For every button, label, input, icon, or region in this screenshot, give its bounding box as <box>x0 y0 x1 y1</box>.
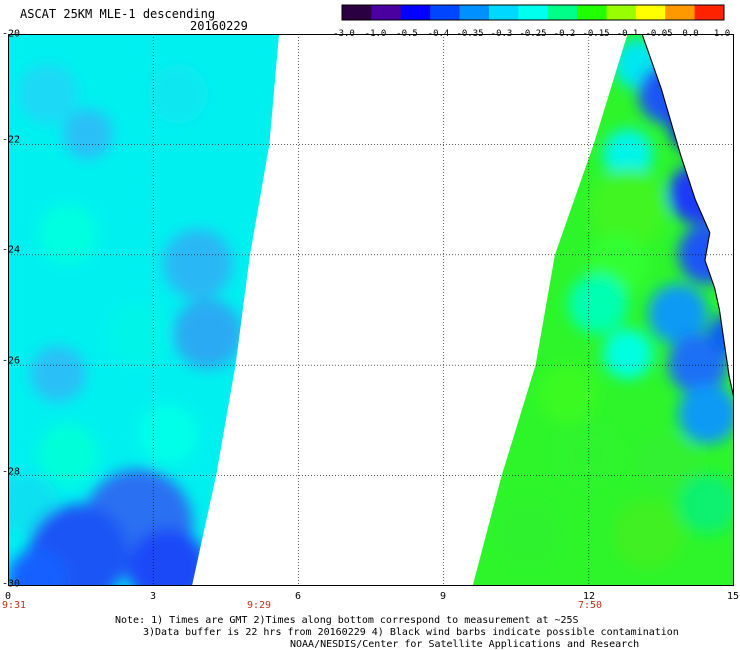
colorbar-swatch <box>694 5 725 20</box>
x-tick-label-0: 0 <box>4 591 12 602</box>
colorbar-border <box>341 4 725 21</box>
colorbar-swatch <box>488 5 519 20</box>
time-label-middle: 9:29 <box>246 600 272 611</box>
colorbar-swatch <box>665 5 696 20</box>
x-tick-label-9: 9 <box>439 591 447 602</box>
y-tick-label-28: -28 <box>2 466 21 478</box>
x-tick-label-15: 15 <box>726 591 740 602</box>
time-label-left: 9:31 <box>1 600 27 611</box>
x-tick-label-3: 3 <box>149 591 157 602</box>
colorbar-swatch <box>459 5 490 20</box>
chart-title: ASCAT 25KM MLE-1 descending <box>20 7 216 21</box>
y-tick-label-26: -26 <box>2 355 21 367</box>
colorbar-swatch <box>400 5 431 20</box>
x-tick-label-12: 12 <box>582 591 596 602</box>
colorbar-swatch <box>371 5 402 20</box>
footnote-line-1: Note: 1) Times are GMT 2)Times along bot… <box>115 615 579 626</box>
footnote-line-2: 3)Data buffer is 22 hrs from 20160229 4)… <box>143 627 679 638</box>
y-tick-label-24: -24 <box>2 244 21 256</box>
chart-date: 20160229 <box>190 19 248 33</box>
colorbar-swatch <box>606 5 637 20</box>
x-tick-label-6: 6 <box>294 591 302 602</box>
colorbar-swatch <box>547 5 578 20</box>
plot-border <box>8 34 734 586</box>
y-tick-label-22: -22 <box>2 134 21 146</box>
grid <box>8 34 734 586</box>
time-label-right: 7:50 <box>577 600 603 611</box>
colorbar-swatch <box>342 5 372 20</box>
colorbar-swatch <box>577 5 607 20</box>
plot-area <box>8 34 734 586</box>
footnote-line-3: NOAA/NESDIS/Center for Satellite Applica… <box>290 639 640 650</box>
colorbar-swatch <box>518 5 549 20</box>
coastline <box>641 34 734 399</box>
colorbar-swatch <box>635 5 666 20</box>
colorbar-swatch <box>430 5 461 20</box>
y-tick-label-30: -30 <box>2 578 21 590</box>
y-tick-label-20: -20 <box>2 28 21 40</box>
